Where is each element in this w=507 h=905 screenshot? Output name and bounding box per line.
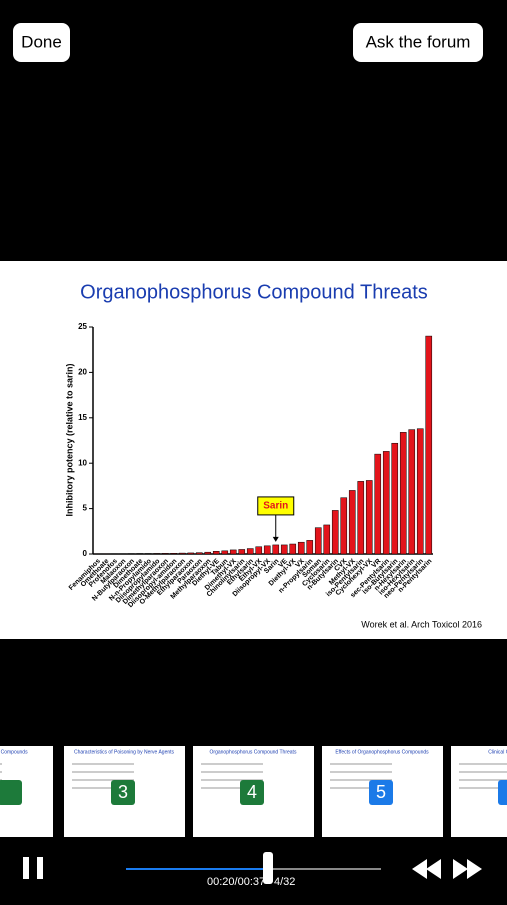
- bar: [315, 528, 321, 554]
- bar: [366, 480, 372, 554]
- slide-number: 4: [247, 782, 257, 802]
- bar: [222, 551, 228, 554]
- y-tick-label: 0: [83, 549, 88, 558]
- bar: [383, 451, 389, 554]
- thumbnail-title: Effects of Organophosphorus Compounds: [335, 749, 429, 755]
- bar: [264, 546, 270, 554]
- bar: [154, 553, 160, 554]
- bar: [341, 498, 347, 554]
- y-axis-label: Inhibitory potency (relative to sarin): [64, 363, 74, 516]
- bar: [349, 490, 355, 554]
- slide-badge: [498, 780, 507, 805]
- bar: [417, 429, 423, 554]
- bar: [426, 336, 432, 554]
- thumbnail-title: Characteristics of Poisoning by Nerve Ag…: [74, 749, 175, 755]
- bar: [256, 547, 262, 554]
- bar: [298, 542, 304, 554]
- bar: [196, 553, 202, 554]
- bar: [281, 545, 287, 554]
- annotation: Sarin: [263, 501, 288, 512]
- pause-icon[interactable]: [23, 857, 29, 879]
- forum-label: Ask the forum: [366, 32, 471, 51]
- done-label: Done: [21, 32, 62, 51]
- thumbnail-strip: Organophosphorus Compounds Characteristic…: [0, 746, 507, 837]
- bar: [307, 540, 313, 554]
- slide-title: Organophosphorus Compound Threats: [80, 281, 428, 303]
- bar: [409, 430, 415, 554]
- bar: [205, 552, 211, 554]
- bar: [213, 551, 219, 554]
- slide-badge: [0, 780, 22, 805]
- bar: [273, 545, 279, 554]
- bar: [162, 553, 168, 554]
- y-tick-label: 25: [78, 322, 87, 331]
- time: 00:20/00:37: [207, 876, 265, 888]
- thumbnail-title: Organophosphorus Compounds: [0, 749, 28, 755]
- y-tick-label: 10: [78, 458, 87, 467]
- thumbnail-title: Clinical Challenge of: [488, 749, 507, 755]
- bar: [239, 549, 245, 554]
- thumbnail-title: Organophosphorus Compound Threats: [210, 749, 297, 755]
- bar: [375, 454, 381, 554]
- pause-icon: [37, 857, 43, 879]
- bar: [188, 553, 194, 554]
- bar: [247, 549, 253, 554]
- slide-counter: 4/32: [274, 876, 295, 888]
- slide-number: 5: [376, 782, 386, 802]
- bar: [392, 443, 398, 554]
- bar: [332, 510, 338, 554]
- y-tick-label: 20: [78, 368, 87, 377]
- slide-number: 3: [118, 782, 128, 802]
- y-tick-label: 15: [78, 413, 87, 422]
- bar: [400, 432, 406, 554]
- citation: Worek et al. Arch Toxicol 2016: [361, 619, 482, 629]
- bar: [171, 553, 177, 554]
- bar: [358, 481, 364, 554]
- bar: [324, 525, 330, 554]
- bar: [179, 553, 185, 554]
- y-tick-label: 5: [83, 504, 88, 513]
- bar: [290, 544, 296, 554]
- bar: [230, 550, 236, 554]
